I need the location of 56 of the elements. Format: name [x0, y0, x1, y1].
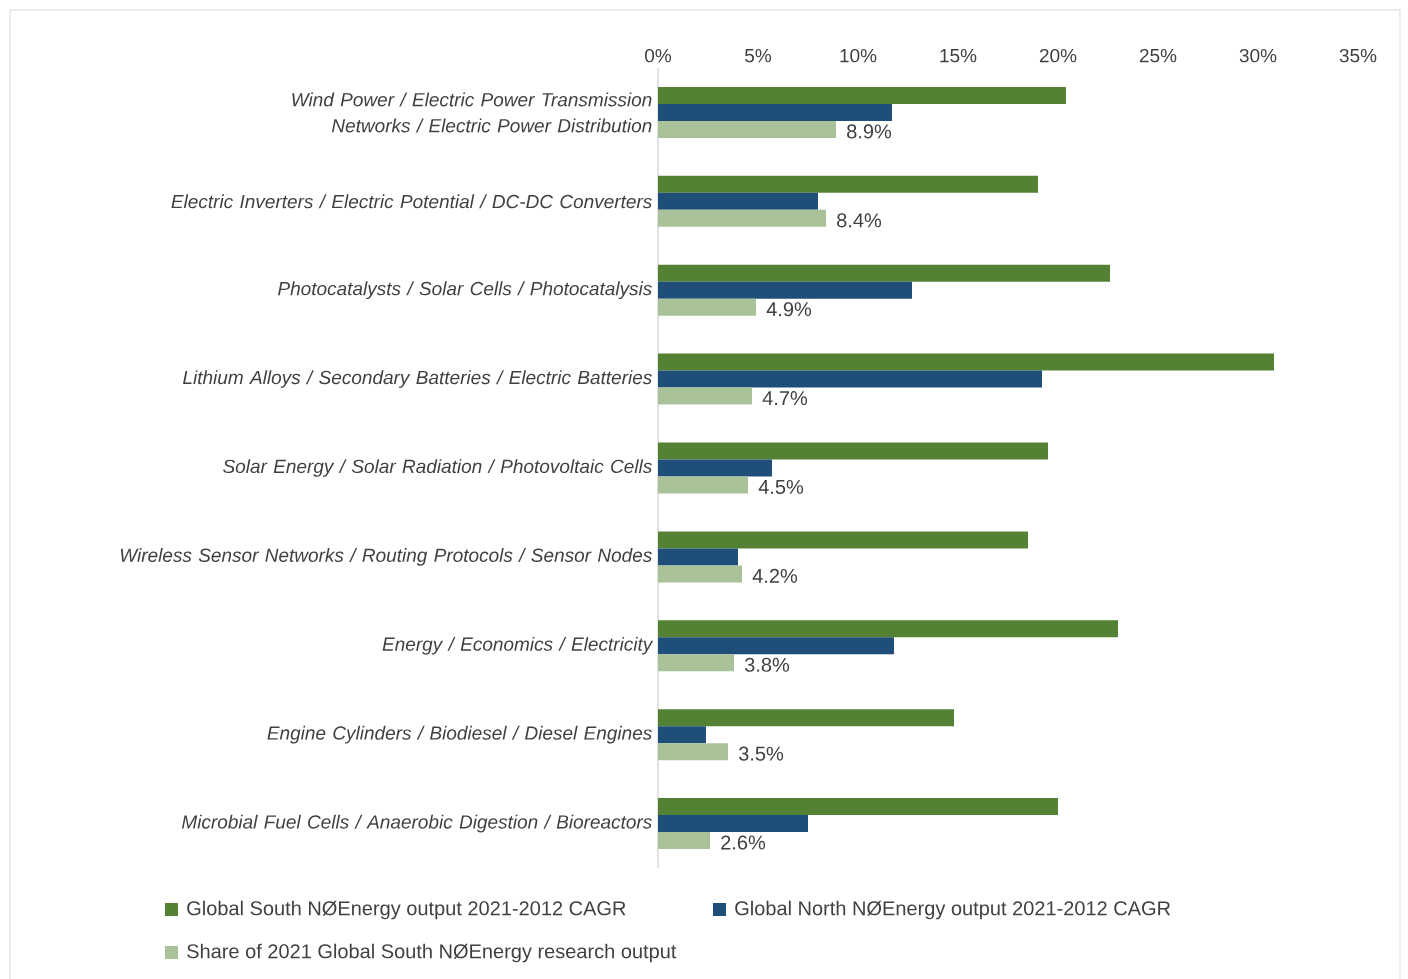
bar: [658, 192, 818, 210]
x-tick-label: 15%: [940, 48, 977, 63]
y-tick-label: Lithium Alloys / Secondary Batteries / Electric Batteries: [183, 370, 652, 388]
x-tick-label: 20%: [1039, 48, 1077, 63]
legend-label: Share of 2021 Global South NØEnergy research output: [187, 943, 677, 963]
data-label: 4.2%: [752, 568, 798, 583]
y-tick-label: Wind Power / Electric Power Transmission Networks / Electric Power Distribution: [292, 92, 652, 133]
bar: [658, 620, 1118, 638]
bar: [658, 832, 710, 850]
bar: [658, 565, 742, 583]
data-label: 2.6%: [721, 835, 766, 850]
bar: [658, 442, 1048, 460]
bar: [658, 459, 772, 477]
y-tick-label: Electric Inverters / Electric Potential / DC-DC Converters: [171, 194, 652, 209]
bar: [658, 476, 748, 494]
data-label: 4.9%: [766, 302, 812, 317]
bar: [658, 264, 1110, 282]
bar: [658, 353, 1274, 371]
x-tick-label: 30%: [1239, 48, 1277, 63]
y-tick-label: Engine Cylinders / Biodiesel / Diesel Engines: [267, 725, 652, 744]
bar: [658, 175, 1038, 193]
legend-label: Global South NØEnergy output 2021-2012 CAGR: [187, 900, 626, 920]
data-label: 3.5%: [738, 746, 784, 761]
bar: [658, 726, 706, 744]
bar: [658, 86, 1066, 104]
x-tick-label: 35%: [1339, 48, 1377, 63]
bar: [658, 709, 954, 727]
bar: [658, 281, 912, 299]
y-tick-label: Microbial Fuel Cells / Anaerobic Digestion / Bioreactors: [181, 814, 652, 833]
x-tick-label: 10%: [840, 48, 877, 63]
bar: [658, 548, 738, 566]
x-tick-label: 25%: [1139, 48, 1177, 63]
y-tick-label: Photocatalysts / Solar Cells / Photocatalysis: [278, 281, 652, 300]
bar: [658, 654, 734, 672]
y-tick-label: Solar Energy / Solar Radiation / Photovoltaic Cells: [223, 459, 652, 477]
bar: [658, 798, 1058, 816]
bar: [658, 815, 808, 833]
legend-label: Global North NØEnergy output 2021-2012 CAGR: [735, 900, 1171, 920]
bar: [658, 370, 1042, 388]
bar: [658, 531, 1028, 549]
bar: [658, 298, 756, 316]
y-tick-label: Wireless Sensor Networks / Routing Protocols / Sensor Nodes: [120, 548, 652, 566]
bar: [658, 387, 752, 405]
x-tick-label: 0%: [645, 48, 672, 63]
data-label: 3.8%: [744, 657, 790, 672]
bar: [658, 637, 894, 655]
data-label: 4.5%: [758, 479, 804, 495]
bar: [658, 103, 892, 121]
bar: [658, 120, 836, 138]
y-tick-label: Energy / Economics / Electricity: [382, 636, 654, 655]
x-tick-label: 5%: [745, 48, 772, 63]
data-label: 4.7%: [762, 391, 808, 406]
data-label: 8.9%: [847, 124, 892, 139]
data-label: 8.4%: [837, 213, 882, 228]
bar: [658, 743, 728, 761]
bar: [658, 209, 826, 227]
